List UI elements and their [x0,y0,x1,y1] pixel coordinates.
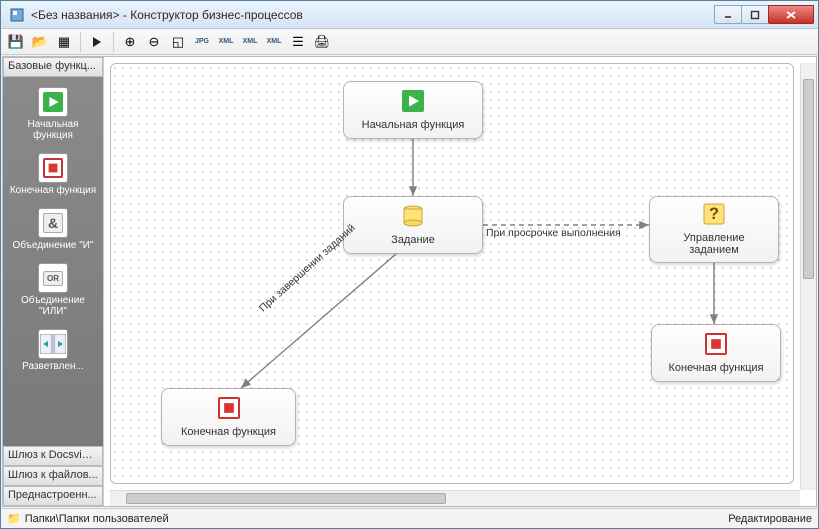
palette-item-label: Разветвлен... [22,361,84,372]
node-label: Конечная функция [181,426,276,438]
palette-item-end[interactable]: Конечная функция [8,149,98,202]
status-path: Папки\Папки пользователей [25,513,169,525]
canvas[interactable]: Начальная функция Задание? Управление зада… [110,63,794,484]
save-icon[interactable]: 💾 [5,31,27,53]
and-amp-icon: & [38,208,68,238]
maximize-button[interactable] [741,5,769,24]
node-label: Управление заданием [658,232,770,256]
palette-item-start[interactable]: Начальная функция [8,83,98,147]
edge-n2-n5 [241,254,396,388]
node-n5[interactable]: Конечная функция [161,388,296,446]
edge-label-0: При просрочке выполнения [486,227,621,239]
xml-export-icon[interactable]: XML [239,31,261,53]
palette-item-label: Начальная функция [8,119,98,141]
toolbar-separator [80,32,81,52]
palette-item-label: Конечная функция [10,185,96,196]
sidebar-header-basic[interactable]: Базовые функц... [3,57,103,77]
window-title: <Без названия> - Конструктор бизнес-проц… [31,8,715,22]
palette-item-and[interactable]: & Объединение "И" [8,204,98,257]
palette: Начальная функция Конечная функция & Объеди… [3,77,103,446]
main-window: <Без названия> - Конструктор бизнес-проц… [0,0,819,529]
play-green-icon [402,90,424,115]
branch-arrows-icon [38,329,68,359]
svg-text:?: ? [709,205,719,223]
edge-label-1: При завершении заданий [257,222,358,314]
horizontal-scroll-thumb[interactable] [126,493,446,504]
palette-item-branch[interactable]: Разветвлен... [8,325,98,378]
zoom-in-icon[interactable]: ⊕ [119,31,141,53]
zoom-out-icon[interactable]: ⊖ [143,31,165,53]
help-yellow-icon: ? [703,203,725,228]
vertical-scroll-thumb[interactable] [803,79,814,279]
palette-item-label: Объединение "ИЛИ" [8,295,98,317]
palette-item-label: Объединение "И" [12,240,93,251]
or-box-icon: OR [38,263,68,293]
print-icon[interactable]: 🖨 [311,31,333,53]
window-controls [715,5,814,24]
sidebar: Базовые функц... Начальная функция Конечн… [3,57,104,506]
sidebar-footer-2[interactable]: Преднастроенн... [3,486,103,506]
xml-import-icon[interactable]: XML [215,31,237,53]
node-n1[interactable]: Начальная функция [343,81,483,139]
toolbar: 💾📂▦⊕⊖◱JPGXMLXMLXML☰🖨 [1,29,818,55]
node-n3[interactable]: ? Управление заданием [649,196,779,263]
stop-red-icon [218,397,240,422]
xml-out-icon[interactable]: XML [263,31,285,53]
folder-icon: 📁 [7,512,21,525]
body: Базовые функц... Начальная функция Конечн… [2,56,817,507]
titlebar[interactable]: <Без названия> - Конструктор бизнес-проц… [1,1,818,29]
minimize-button[interactable] [714,5,742,24]
status-left: 📁 Папки\Папки пользователей [7,512,169,525]
stop-red-icon [705,333,727,358]
jpg-export-icon[interactable]: JPG [191,31,213,53]
canvas-wrap: Начальная функция Задание? Управление зада… [104,57,816,506]
node-label: Задание [391,234,435,246]
palette-item-or[interactable]: ORОбъединение "ИЛИ" [8,259,98,323]
app-icon [9,7,25,23]
grid-icon[interactable]: ▦ [53,31,75,53]
run-icon[interactable] [86,31,108,53]
sidebar-footer-0[interactable]: Шлюз к Docsvisi... [3,446,103,466]
toolbar-separator [113,32,114,52]
statusbar: 📁 Папки\Папки пользователей Редактирован… [1,508,818,528]
stop-red-icon [38,153,68,183]
close-button[interactable] [768,5,814,24]
play-green-icon [38,87,68,117]
node-label: Начальная функция [362,119,465,131]
status-mode: Редактирование [728,513,812,525]
vertical-scrollbar[interactable] [800,63,816,490]
cylinder-yellow-icon [402,205,424,230]
horizontal-scrollbar[interactable] [110,490,800,506]
node-n4[interactable]: Конечная функция [651,324,781,382]
properties-icon[interactable]: ☰ [287,31,309,53]
node-label: Конечная функция [668,362,763,374]
sidebar-footer-1[interactable]: Шлюз к файлов... [3,466,103,486]
fit-icon[interactable]: ◱ [167,31,189,53]
sidebar-footers: Шлюз к Docsvisi...Шлюз к файлов...Предна… [3,446,103,506]
open-icon[interactable]: 📂 [29,31,51,53]
node-n2[interactable]: Задание [343,196,483,254]
